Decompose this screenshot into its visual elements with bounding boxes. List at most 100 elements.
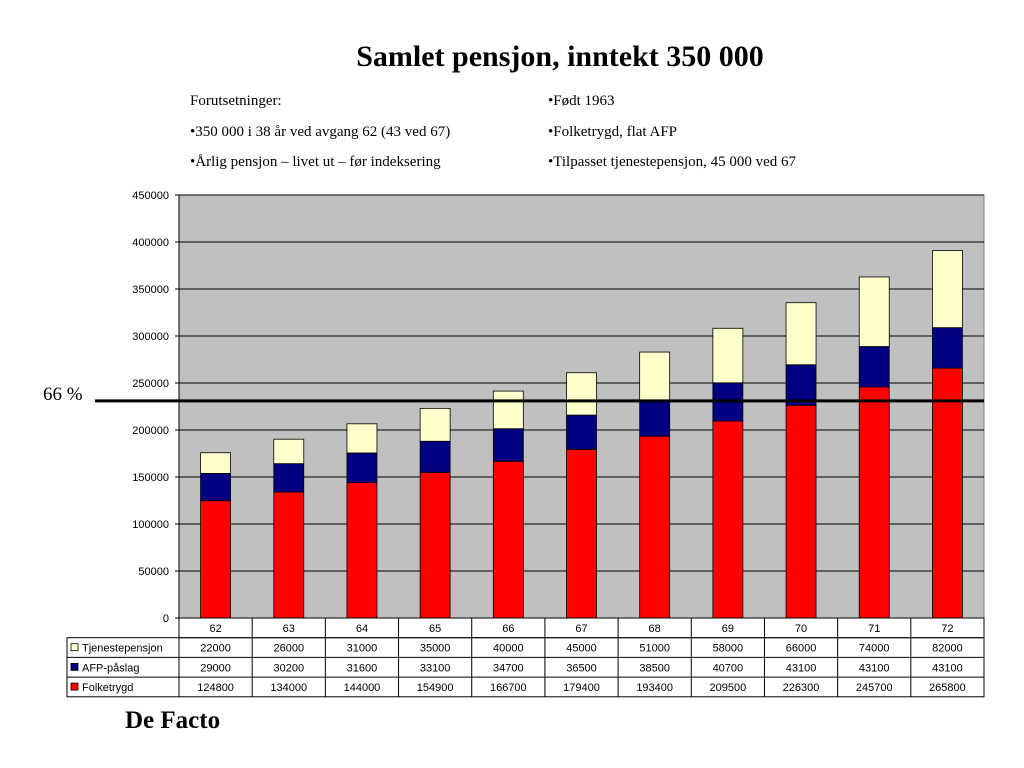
bar-segment bbox=[932, 250, 963, 329]
bar-segment bbox=[492, 428, 524, 462]
table-cell-value: 31600 bbox=[347, 662, 378, 674]
table-cell-value: 35000 bbox=[420, 643, 451, 655]
table-cell-value: 166700 bbox=[490, 682, 527, 694]
y-tick-label: 350000 bbox=[132, 284, 169, 296]
bar-segment bbox=[785, 302, 817, 366]
bar-segment bbox=[419, 407, 451, 442]
bar-segment bbox=[785, 404, 817, 619]
y-tick-label: 100000 bbox=[132, 519, 169, 531]
reference-line-label: 66 % bbox=[43, 384, 83, 405]
x-category-label: 72 bbox=[941, 623, 953, 635]
table-cell-value: 34700 bbox=[493, 662, 524, 674]
x-category-label: 67 bbox=[575, 623, 587, 635]
table-cell-value: 43100 bbox=[932, 662, 963, 674]
bar-segment bbox=[492, 460, 524, 619]
bar-segment bbox=[785, 364, 817, 406]
x-category-label: 66 bbox=[502, 623, 514, 635]
assumption-annual: •Årlig pensjon – livet ut – før indekser… bbox=[190, 154, 441, 170]
table-cell-value: 38500 bbox=[639, 662, 670, 674]
table-cell-value: 29000 bbox=[200, 662, 231, 674]
table-cell-value: 40000 bbox=[493, 643, 524, 655]
table-cell-value: 45000 bbox=[566, 643, 597, 655]
legend-key bbox=[70, 663, 79, 671]
bar-segment bbox=[566, 414, 597, 450]
legend-series-name: Tjenestepensjon bbox=[82, 643, 163, 655]
bar-segment bbox=[932, 327, 963, 369]
y-tick-label: 300000 bbox=[132, 331, 169, 343]
x-category-label: 63 bbox=[283, 623, 295, 635]
assumption-born: •Født 1963 bbox=[548, 93, 615, 109]
assumption-income: •350 000 i 38 år ved avgang 62 (43 ved 6… bbox=[190, 124, 451, 140]
y-tick-label: 400000 bbox=[132, 237, 169, 249]
y-tick-label: 450000 bbox=[132, 190, 169, 202]
table-cell-value: 265800 bbox=[929, 682, 966, 694]
table-cell-value: 43100 bbox=[859, 662, 890, 674]
table-cell-value: 226300 bbox=[783, 682, 820, 694]
bar-segment bbox=[639, 399, 671, 437]
footer-label: De Facto bbox=[125, 707, 221, 734]
bar-segment bbox=[492, 390, 524, 430]
table-cell-value: 74000 bbox=[859, 643, 890, 655]
legend-key bbox=[70, 682, 79, 691]
table-cell-value: 31000 bbox=[347, 643, 378, 655]
table-cell-value: 51000 bbox=[639, 643, 670, 655]
bar-segment bbox=[200, 473, 231, 502]
bar-segment bbox=[200, 500, 231, 619]
bar-segment bbox=[346, 423, 378, 454]
bar-segment bbox=[639, 435, 671, 619]
x-category-label: 71 bbox=[868, 623, 880, 635]
bar-segment bbox=[712, 327, 744, 384]
table-cell-value: 22000 bbox=[200, 643, 231, 655]
bar-segment bbox=[273, 491, 305, 619]
bar-segment bbox=[346, 452, 378, 484]
table-cell-value: 40700 bbox=[713, 662, 744, 674]
bar-segment bbox=[273, 438, 305, 465]
table-cell-value: 245700 bbox=[856, 682, 893, 694]
x-category-label: 69 bbox=[722, 623, 734, 635]
x-category-label: 68 bbox=[649, 623, 661, 635]
chart-title: Samlet pensjon, inntekt 350 000 bbox=[356, 40, 764, 73]
bar-segment bbox=[858, 386, 890, 619]
table-cell-value: 58000 bbox=[713, 643, 744, 655]
x-category-label: 70 bbox=[795, 623, 807, 635]
bar-segment bbox=[419, 471, 451, 619]
bar-segment bbox=[858, 276, 890, 347]
bar-segment bbox=[566, 448, 597, 619]
bar-segment bbox=[273, 463, 305, 493]
table-cell-value: 134000 bbox=[270, 682, 307, 694]
table-cell-value: 193400 bbox=[636, 682, 673, 694]
bar-segment bbox=[858, 346, 890, 388]
x-category-label: 65 bbox=[429, 623, 441, 635]
table-cell-value: 30200 bbox=[273, 662, 304, 674]
table-cell-value: 33100 bbox=[420, 662, 451, 674]
assumption-heading: Forutsetninger: bbox=[190, 93, 282, 109]
y-tick-label: 250000 bbox=[132, 378, 169, 390]
x-category-label: 62 bbox=[209, 623, 221, 635]
bar-segment bbox=[419, 440, 451, 473]
bar-segment bbox=[639, 351, 671, 401]
table-cell-value: 179400 bbox=[563, 682, 600, 694]
table-cell-value: 82000 bbox=[932, 643, 963, 655]
x-category-label: 64 bbox=[356, 623, 368, 635]
assumption-tjenestepensjon: •Tilpasset tjenestepensjon, 45 000 ved 6… bbox=[548, 154, 797, 170]
legend-key bbox=[70, 643, 79, 652]
table-cell-value: 66000 bbox=[786, 643, 817, 655]
bar-segment bbox=[712, 420, 744, 619]
y-tick-label: 50000 bbox=[138, 566, 169, 578]
table-cell-value: 26000 bbox=[273, 643, 304, 655]
bar-segment bbox=[346, 482, 378, 619]
table-cell-value: 36500 bbox=[566, 662, 597, 674]
table-cell-value: 144000 bbox=[344, 682, 381, 694]
bar-segment bbox=[932, 367, 963, 619]
legend-series-name: Folketrygd bbox=[82, 682, 133, 694]
table-cell-value: 43100 bbox=[786, 662, 817, 674]
table-cell-value: 124800 bbox=[197, 682, 234, 694]
y-tick-label: 200000 bbox=[132, 425, 169, 437]
bar-segment bbox=[566, 372, 597, 416]
y-tick-label: 150000 bbox=[132, 472, 169, 484]
table-cell-value: 154900 bbox=[417, 682, 454, 694]
legend-series-name: AFP-påslag bbox=[82, 662, 139, 674]
bar-segment bbox=[200, 452, 231, 474]
table-cell-value: 209500 bbox=[710, 682, 747, 694]
